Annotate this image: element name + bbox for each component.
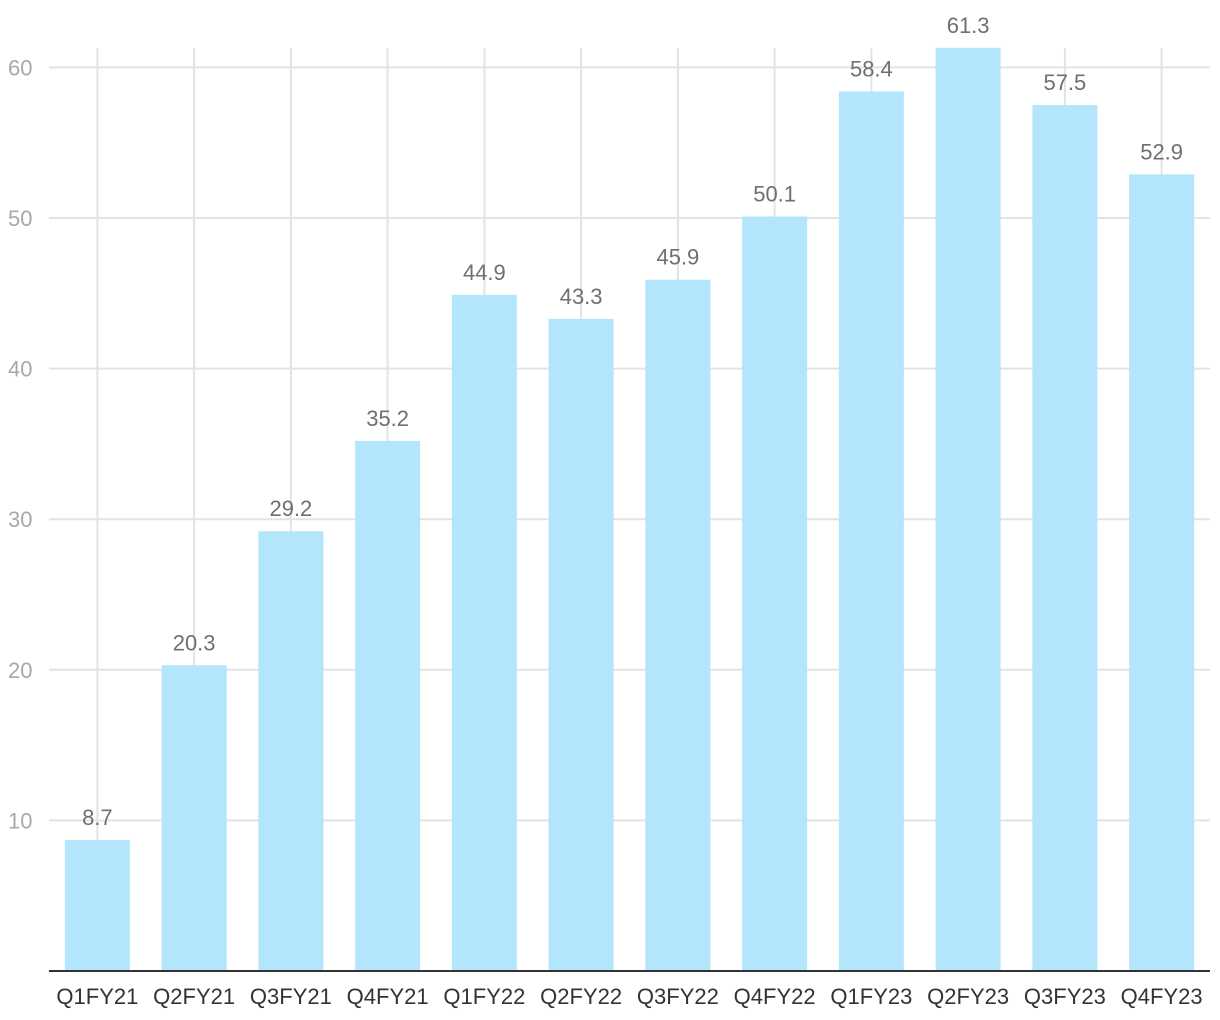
- x-tick-label: Q2FY23: [927, 984, 1009, 1009]
- bar: [548, 318, 614, 972]
- x-tick-label: Q1FY22: [443, 984, 525, 1009]
- bar: [161, 665, 227, 971]
- y-tick-label: 30: [8, 507, 32, 532]
- data-label: 61.3: [947, 13, 990, 38]
- x-tick-label: Q4FY23: [1121, 984, 1203, 1009]
- data-label: 29.2: [269, 496, 312, 521]
- data-label: 43.3: [560, 284, 603, 309]
- y-tick-label: 60: [8, 55, 32, 80]
- bar: [838, 91, 904, 972]
- x-tick-label: Q3FY21: [250, 984, 332, 1009]
- data-label: 44.9: [463, 260, 506, 285]
- bars-layer: [64, 47, 1195, 972]
- data-label: 50.1: [753, 181, 796, 206]
- bar: [935, 47, 1001, 971]
- y-tick-label: 20: [8, 658, 32, 683]
- y-tick-label: 50: [8, 206, 32, 231]
- bar: [742, 216, 808, 971]
- x-tick-label: Q3FY22: [637, 984, 719, 1009]
- bar: [1032, 105, 1098, 972]
- y-tick-label: 40: [8, 357, 32, 382]
- data-label: 8.7: [82, 805, 113, 830]
- bar: [258, 531, 324, 971]
- data-label: 20.3: [173, 630, 216, 655]
- labels-layer: 8.7 Q1FY21 20.3 Q2FY21 29.2 Q3FY21 35.2 Q4FY21 4…: [56, 13, 1202, 1009]
- bar: [1129, 174, 1195, 972]
- x-tick-label: Q3FY23: [1024, 984, 1106, 1009]
- data-label: 58.4: [850, 56, 893, 81]
- data-label: 45.9: [656, 245, 699, 270]
- x-tick-label: Q1FY21: [56, 984, 138, 1009]
- y-tick-label: 10: [8, 808, 32, 833]
- x-tick-label: Q4FY21: [347, 984, 429, 1009]
- x-tick-label: Q2FY21: [153, 984, 235, 1009]
- x-tick-label: Q2FY22: [540, 984, 622, 1009]
- data-label: 57.5: [1043, 70, 1086, 95]
- bar: [645, 279, 711, 972]
- bar: [64, 839, 130, 971]
- data-label: 52.9: [1140, 139, 1183, 164]
- bar: [451, 294, 517, 971]
- x-tick-label: Q1FY23: [830, 984, 912, 1009]
- bar: [355, 440, 421, 971]
- data-label: 35.2: [366, 406, 409, 431]
- x-tick-label: Q4FY22: [734, 984, 816, 1009]
